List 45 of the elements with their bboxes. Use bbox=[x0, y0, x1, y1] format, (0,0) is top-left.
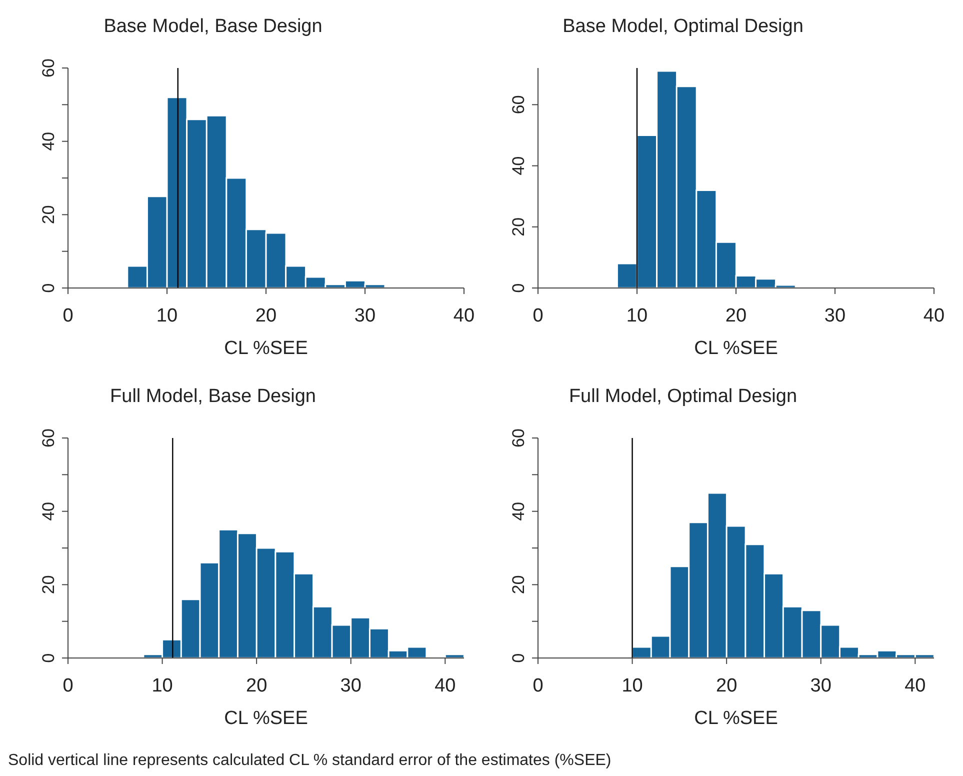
x-tick-label: 10 bbox=[622, 675, 643, 696]
x-axis-title: CL %SEE bbox=[694, 708, 778, 729]
y-tick-label: 0 bbox=[509, 283, 528, 293]
y-tick-label: 40 bbox=[39, 132, 58, 151]
x-tick-label: 0 bbox=[532, 675, 544, 696]
x-tick-label: 30 bbox=[810, 675, 832, 696]
x-tick-label: 0 bbox=[62, 305, 74, 326]
y-tick-label: 20 bbox=[509, 575, 528, 594]
chart-title: Base Model, Optimal Design bbox=[562, 16, 804, 38]
x-tick-label: 40 bbox=[453, 305, 475, 326]
chart-title: Base Model, Base Design bbox=[102, 16, 324, 38]
text: Solid vertical line represents calculated CL % standard error of the estimates (%SEE) bbox=[8, 752, 612, 770]
x-tick-label: 10 bbox=[152, 675, 173, 696]
y-tick-label: 20 bbox=[39, 205, 58, 224]
y-tick-label: 60 bbox=[509, 428, 528, 448]
y-tick-label: 40 bbox=[509, 502, 528, 521]
x-tick-label: 0 bbox=[62, 675, 74, 696]
y-tick-label: 20 bbox=[39, 575, 58, 594]
chart-title: Full Model, Base Design bbox=[109, 386, 317, 408]
x-tick-label: 20 bbox=[246, 675, 268, 696]
y-tick-label: 40 bbox=[509, 156, 528, 176]
x-axis-title: CL %SEE bbox=[224, 708, 308, 729]
x-tick-label: 0 bbox=[532, 305, 544, 326]
x-tick-label: 40 bbox=[923, 305, 945, 326]
x-tick-label: 30 bbox=[354, 305, 376, 326]
y-tick-label: 0 bbox=[509, 653, 528, 663]
chart-title: Full Model, Optimal Design bbox=[568, 386, 798, 408]
y-tick-label: 60 bbox=[509, 95, 528, 114]
y-tick-label: 0 bbox=[39, 653, 58, 663]
x-tick-label: 40 bbox=[904, 675, 926, 696]
x-tick-label: 20 bbox=[255, 305, 277, 326]
y-tick-label: 40 bbox=[39, 502, 58, 521]
y-tick-label: 20 bbox=[509, 217, 528, 236]
x-axis-title: CL %SEE bbox=[694, 338, 778, 359]
x-tick-label: 10 bbox=[156, 305, 178, 326]
y-tick-label: 60 bbox=[39, 428, 58, 448]
y-tick-label: 60 bbox=[39, 58, 58, 78]
x-tick-label: 30 bbox=[824, 305, 846, 326]
x-tick-label: 40 bbox=[434, 675, 456, 696]
x-tick-label: 10 bbox=[626, 305, 648, 326]
x-tick-label: 30 bbox=[340, 675, 362, 696]
x-tick-label: 20 bbox=[716, 675, 738, 696]
y-tick-label: 0 bbox=[39, 283, 58, 293]
x-axis-title: CL %SEE bbox=[224, 338, 308, 359]
x-tick-label: 20 bbox=[725, 305, 747, 326]
